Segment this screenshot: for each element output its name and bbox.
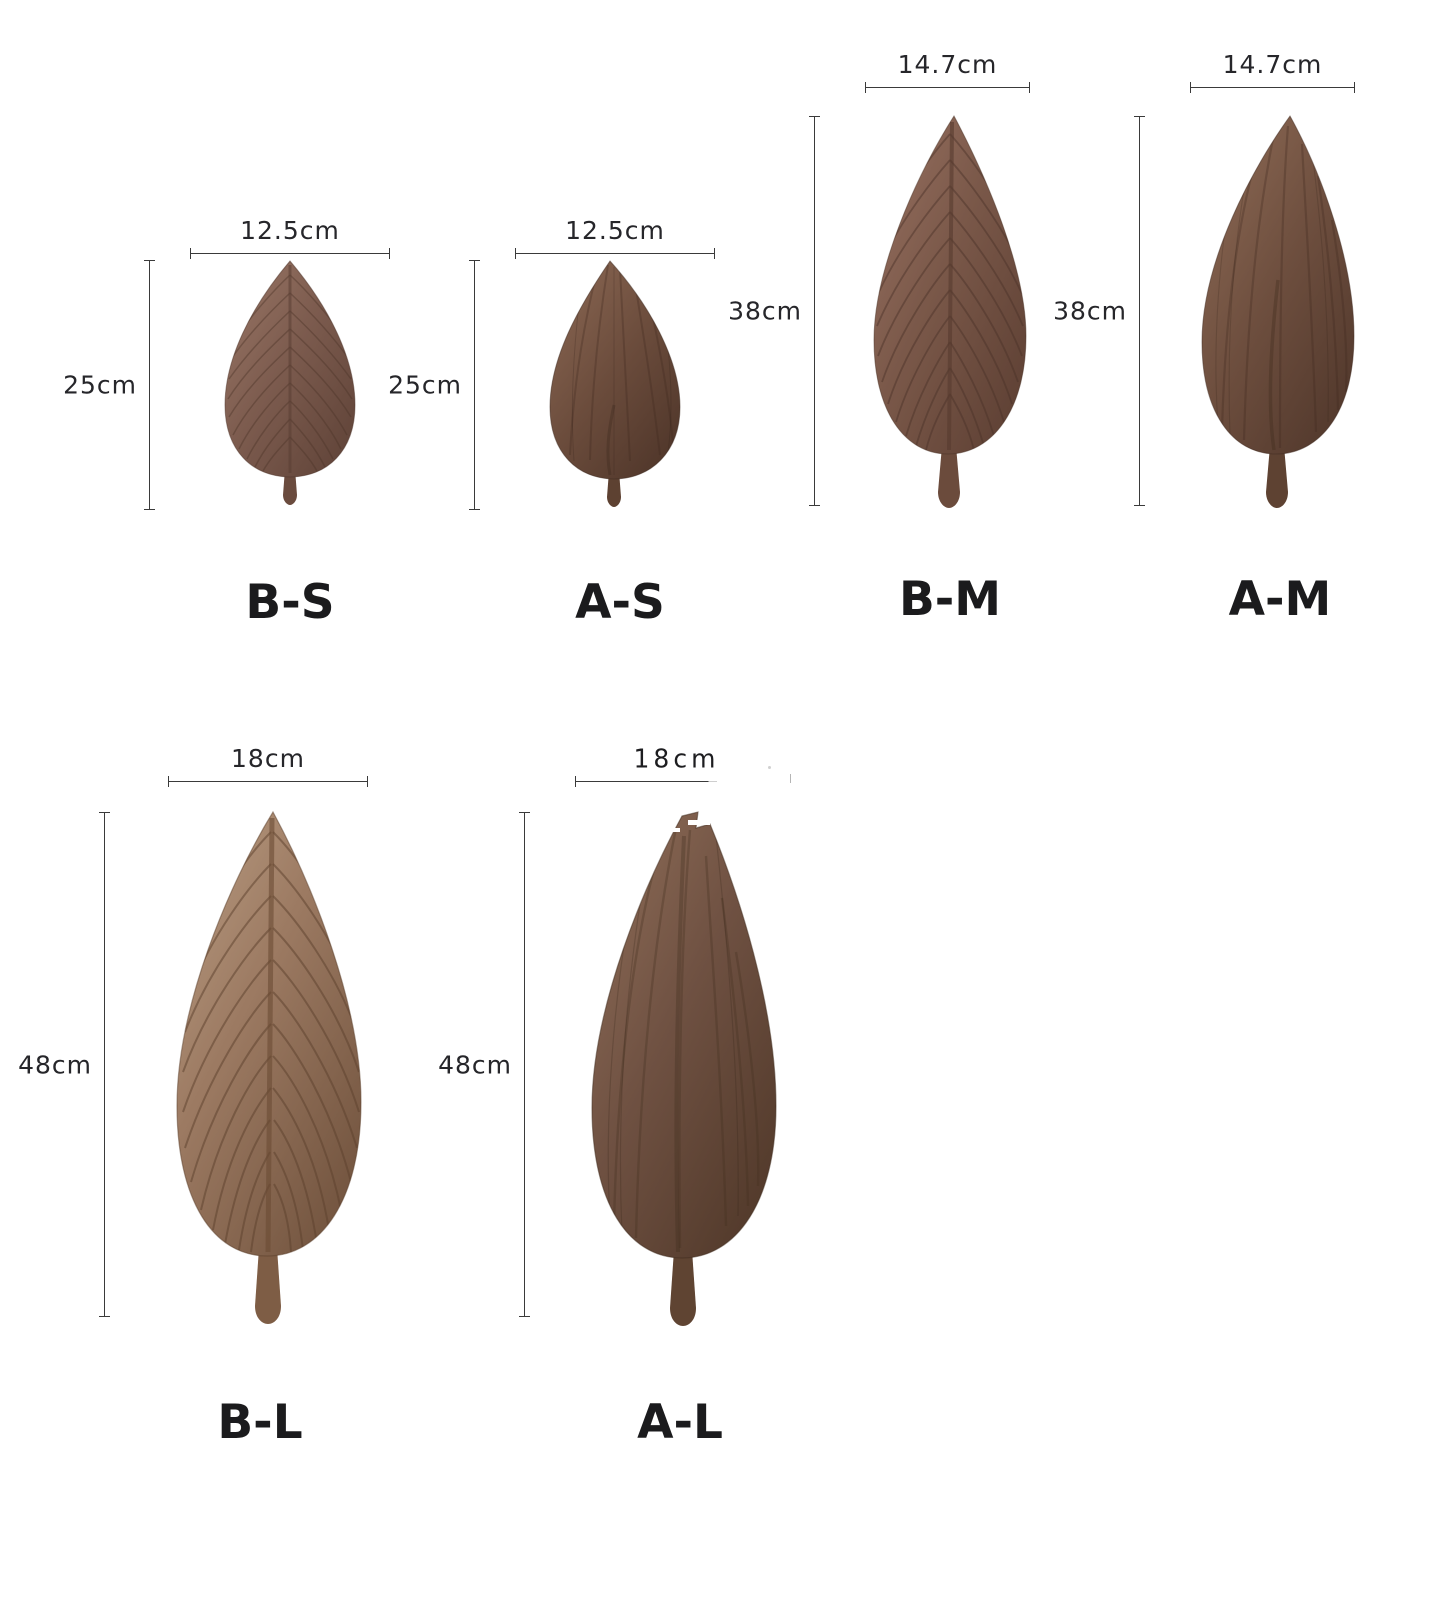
height-label-b-m: 38cm bbox=[728, 296, 802, 326]
caption-a-m: A-M bbox=[1228, 572, 1332, 627]
height-rule-a-s bbox=[474, 260, 475, 510]
width-cap-right-b-m bbox=[1029, 82, 1030, 93]
width-dimension-b-s: 12.5cm bbox=[190, 216, 390, 259]
height-rule-a-m bbox=[1139, 116, 1140, 506]
stray-dot-artifact-a-l bbox=[768, 766, 771, 769]
product-b-s: 12.5cm 25cm bbox=[60, 190, 400, 660]
height-rule-b-s bbox=[149, 260, 150, 510]
height-dimension-b-s: 25cm bbox=[60, 260, 155, 510]
height-rule-a-l bbox=[524, 812, 525, 1317]
height-cap-top-a-s bbox=[469, 260, 480, 261]
height-label-a-l: 48cm bbox=[438, 1050, 512, 1079]
caption-b-m: B-M bbox=[898, 572, 1002, 627]
width-cap-left-a-s bbox=[515, 248, 516, 259]
caption-a-s: A-S bbox=[575, 575, 665, 630]
height-label-a-s: 25cm bbox=[388, 370, 462, 400]
width-cap-left-a-m bbox=[1190, 82, 1191, 93]
height-cap-bottom-b-l bbox=[99, 1316, 110, 1317]
height-cap-top-b-s bbox=[144, 260, 155, 261]
width-rule-a-s bbox=[515, 253, 715, 254]
leaf-tray-b-m bbox=[850, 110, 1050, 510]
width-dimension-b-l: 18cm bbox=[168, 744, 368, 787]
height-dimension-a-l: 48cm bbox=[430, 812, 530, 1317]
width-cap-right-a-m bbox=[1354, 82, 1355, 93]
height-label-b-s: 25cm bbox=[63, 370, 137, 400]
width-label-b-m: 14.7cm bbox=[897, 50, 998, 79]
width-cap-right-a-s bbox=[714, 248, 715, 259]
width-cap-right-b-s bbox=[389, 248, 390, 259]
height-cap-bottom-b-m bbox=[809, 505, 820, 506]
width-cap-left-b-l bbox=[168, 776, 169, 787]
width-label-b-s: 12.5cm bbox=[240, 216, 340, 245]
product-b-m: 14.7cm 38cm bbox=[700, 40, 1090, 660]
product-a-m: 14.7cm 38cm bbox=[1030, 40, 1420, 660]
height-rule-b-l bbox=[104, 812, 105, 1317]
height-cap-top-a-m bbox=[1134, 116, 1145, 117]
height-label-a-m: 38cm bbox=[1053, 296, 1127, 326]
width-cap-right-b-l bbox=[367, 776, 368, 787]
width-rule-b-m bbox=[865, 87, 1030, 88]
height-cap-top-b-m bbox=[809, 116, 820, 117]
height-cap-bottom-a-l bbox=[519, 1316, 530, 1317]
width-cap-left-b-m bbox=[865, 82, 866, 93]
height-label-b-l: 48cm bbox=[18, 1050, 92, 1079]
width-dimension-a-m: 14.7cm bbox=[1190, 50, 1355, 93]
height-dimension-a-s: 25cm bbox=[385, 260, 480, 510]
leaf-tray-a-l bbox=[570, 806, 800, 1326]
width-rule-b-s bbox=[190, 253, 390, 254]
height-cap-top-a-l bbox=[519, 812, 530, 813]
stray-tick-artifact-a-l bbox=[790, 774, 791, 783]
leaf-tray-b-s bbox=[205, 255, 375, 510]
product-a-l: 18cm 48cm bbox=[420, 730, 850, 1520]
height-dimension-b-m: 38cm bbox=[710, 116, 820, 506]
height-cap-bottom-b-s bbox=[144, 509, 155, 510]
leaf-tray-b-l bbox=[155, 806, 385, 1326]
width-label-b-l: 18cm bbox=[231, 744, 305, 773]
height-cap-bottom-a-m bbox=[1134, 505, 1145, 506]
caption-b-l: B-L bbox=[217, 1395, 303, 1450]
width-label-a-s: 12.5cm bbox=[565, 216, 665, 245]
width-cap-left-a-l bbox=[575, 776, 576, 787]
height-cap-bottom-a-s bbox=[469, 509, 480, 510]
product-a-s: 12.5cm 25cm bbox=[388, 190, 730, 660]
width-dimension-a-l: 18cm bbox=[575, 743, 790, 787]
height-rule-b-m bbox=[814, 116, 815, 506]
product-b-l: 18cm 48cm bbox=[0, 730, 430, 1520]
width-dimension-a-s: 12.5cm bbox=[515, 216, 715, 259]
width-rule-b-l bbox=[168, 781, 368, 782]
height-cap-top-b-l bbox=[99, 812, 110, 813]
width-label-a-m: 14.7cm bbox=[1222, 50, 1323, 79]
height-dimension-a-m: 38cm bbox=[1035, 116, 1145, 506]
leaf-tray-a-s bbox=[530, 255, 700, 510]
width-cap-left-b-s bbox=[190, 248, 191, 259]
width-label-a-l: 18cm bbox=[633, 743, 720, 774]
caption-a-l: A-L bbox=[637, 1395, 723, 1450]
height-dimension-b-l: 48cm bbox=[10, 812, 110, 1317]
width-rule-a-m bbox=[1190, 87, 1355, 88]
caption-b-s: B-S bbox=[245, 575, 335, 630]
leaf-tray-a-m bbox=[1178, 110, 1378, 510]
width-rule-a-l bbox=[575, 781, 790, 782]
width-dimension-b-m: 14.7cm bbox=[865, 50, 1030, 93]
